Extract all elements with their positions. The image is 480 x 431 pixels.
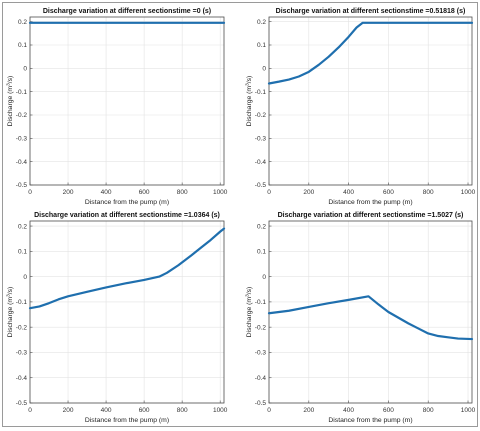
x-tick-label: 200: [63, 189, 74, 196]
y-tick-label: -0.1: [16, 299, 28, 306]
x-axis-label: Distance from the pump (m): [328, 417, 412, 424]
chart-title: Discharge variation at different section…: [43, 8, 211, 15]
chart-title: Discharge variation at different section…: [276, 8, 466, 15]
y-tick-label: 0: [23, 66, 27, 73]
x-tick-label: 600: [383, 189, 394, 196]
x-tick-label: 0: [28, 189, 32, 196]
y-tick-label: -0.2: [255, 324, 267, 331]
y-tick-label: 0: [23, 274, 27, 281]
y-tick-label: 0.2: [257, 19, 266, 26]
x-tick-label: 200: [63, 407, 74, 414]
x-tick-label: 600: [139, 407, 150, 414]
figure-window: 0 200 400 600 800 1000 -0.5 -0.4 -0.3 -0.2 -0.1 0 0.…: [2, 2, 478, 427]
y-tick-label: 0.2: [18, 19, 27, 26]
x-tick-label: 200: [303, 407, 314, 414]
y-tick-label: 0.2: [257, 223, 266, 230]
x-tick-label: 400: [343, 189, 354, 196]
y-tick-label: -0.3: [16, 136, 28, 143]
axes-box: [29, 16, 225, 186]
y-tick-label: -0.4: [16, 375, 28, 382]
y-tick-label: -0.5: [16, 182, 28, 189]
y-tick-label: -0.3: [255, 136, 267, 143]
y-tick-label: -0.5: [255, 182, 267, 189]
figure-canvas: 0 200 400 600 800 1000 -0.5 -0.4 -0.3 -0.2 -0.1 0 0.…: [6, 8, 476, 424]
chart-panel-2: 0 200 400 600 800 1000 -0.5 -0.4 -0.3 -0.2 -0.1 0 0.…: [245, 8, 476, 206]
y-tick-label: -0.3: [255, 350, 267, 357]
y-tick-label: 0.2: [18, 223, 27, 230]
chart-title: Discharge variation at different section…: [34, 212, 220, 219]
y-axis-label: Discharge (m3/s): [6, 76, 15, 127]
x-tick-label: 0: [267, 189, 271, 196]
plot-area: [30, 17, 224, 185]
y-tick-label: 0.1: [18, 42, 27, 49]
x-axis-label: Distance from the pump (m): [85, 417, 169, 424]
axes-box: [29, 220, 225, 404]
plot-area: [269, 17, 472, 185]
x-tick-label: 1000: [461, 407, 476, 414]
y-tick-label: -0.1: [255, 89, 267, 96]
chart-panel-3: 0 200 400 600 800 1000 -0.5 -0.4 -0.3 -0.2 -0.1 0 0.…: [6, 212, 228, 424]
x-tick-label: 800: [423, 189, 434, 196]
discharge-series-line: [28, 227, 226, 310]
y-tick-label: -0.2: [255, 112, 267, 119]
x-tick-label: 800: [423, 407, 434, 414]
discharge-series-line: [267, 295, 474, 341]
discharge-series-line: [267, 21, 474, 85]
x-tick-label: 800: [177, 407, 188, 414]
chart-panel-4: 0 200 400 600 800 1000 -0.5 -0.4 -0.3 -0.2 -0.1 0 0.…: [245, 212, 476, 424]
y-tick-label: 0.1: [257, 249, 266, 256]
x-tick-label: 800: [177, 189, 188, 196]
x-tick-label: 1000: [213, 407, 228, 414]
y-tick-label: -0.1: [255, 299, 267, 306]
x-tick-label: 0: [267, 407, 271, 414]
y-tick-label: -0.4: [255, 159, 267, 166]
chart-title: Discharge variation at different section…: [278, 212, 464, 219]
x-tick-label: 400: [101, 189, 112, 196]
y-tick-label: -0.2: [16, 112, 28, 119]
x-tick-label: 400: [101, 407, 112, 414]
y-tick-label: -0.3: [16, 350, 28, 357]
x-tick-label: 1000: [461, 189, 476, 196]
y-tick-label: -0.2: [16, 324, 28, 331]
plot-area: [269, 221, 472, 403]
y-tick-label: 0.1: [18, 249, 27, 256]
x-axis-label: Distance from the pump (m): [85, 199, 169, 206]
y-tick-label: -0.4: [16, 159, 28, 166]
y-axis-label: Discharge (m3/s): [6, 287, 15, 338]
axes-box: [268, 220, 473, 404]
y-tick-label: -0.5: [255, 400, 267, 407]
x-tick-label: 200: [303, 189, 314, 196]
y-tick-label: -0.5: [16, 400, 28, 407]
x-tick-label: 600: [139, 189, 150, 196]
x-tick-label: 1000: [213, 189, 228, 196]
y-tick-label: 0: [262, 274, 266, 281]
y-tick-label: 0: [262, 66, 266, 73]
y-axis-label: Discharge (m3/s): [245, 76, 254, 127]
axes-box: [268, 16, 473, 186]
x-axis-label: Distance from the pump (m): [328, 199, 412, 206]
chart-panel-1: 0 200 400 600 800 1000 -0.5 -0.4 -0.3 -0.2 -0.1 0 0.…: [6, 8, 228, 206]
y-tick-label: 0.1: [257, 42, 266, 49]
x-tick-label: 400: [343, 407, 354, 414]
y-axis-label: Discharge (m3/s): [245, 287, 254, 338]
x-tick-label: 600: [383, 407, 394, 414]
plot-area: [30, 221, 224, 403]
y-tick-label: -0.4: [255, 375, 267, 382]
y-tick-label: -0.1: [16, 89, 28, 96]
x-tick-label: 0: [28, 407, 32, 414]
